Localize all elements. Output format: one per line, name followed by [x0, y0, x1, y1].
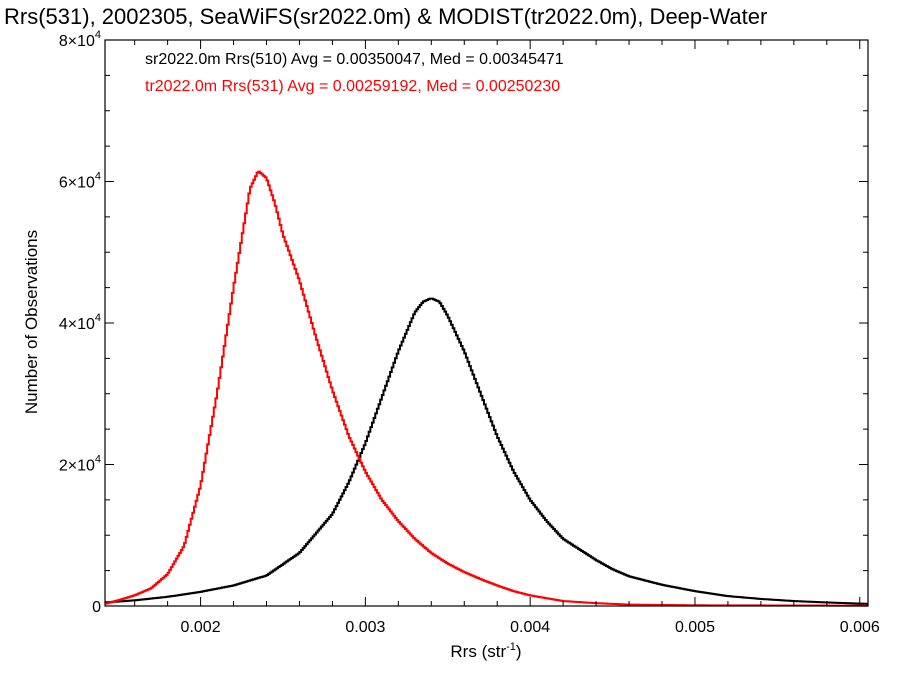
legend-entry-black: sr2022.0m Rrs(510) Avg = 0.00350047, Med…	[145, 51, 564, 68]
x-axis: 0.002 0.003 0.004 0.005 0.006	[134, 40, 880, 636]
x-axis-label-superscript: -1	[506, 641, 516, 653]
x-tick-label: 0.006	[840, 619, 880, 636]
y-tick-label: 8×104	[59, 29, 101, 50]
legend-entry-red: tr2022.0m Rrs(531) Avg = 0.00259192, Med…	[145, 78, 560, 95]
x-tick-label: 0.004	[510, 619, 550, 636]
y-tick-label-base: 2×10	[59, 458, 95, 475]
plot-area	[105, 170, 868, 607]
y-tick-label-base: 4×10	[59, 316, 95, 333]
y-tick-label-exponent: 4	[95, 454, 101, 466]
chart-title: Rrs(531), 2002305, SeaWiFS(sr2022.0m) & …	[4, 4, 767, 29]
x-tick-label: 0.002	[181, 619, 221, 636]
y-tick-label: 4×104	[59, 312, 101, 333]
y-tick-label-base: 0	[92, 599, 101, 616]
series-line-black	[105, 297, 868, 605]
y-tick-label-base: 6×10	[59, 175, 95, 192]
x-axis-label-close: )	[516, 642, 522, 661]
series-line-red	[105, 170, 868, 607]
y-tick-label-exponent: 4	[95, 312, 101, 324]
y-tick-label: 6×104	[59, 171, 101, 192]
y-tick-label-base: 8×10	[59, 33, 95, 50]
x-tick-label: 0.005	[675, 619, 715, 636]
y-tick-label-exponent: 4	[95, 29, 101, 41]
x-tick-label: 0.003	[345, 619, 385, 636]
x-axis-label: Rrs (str-1)	[450, 641, 521, 661]
y-tick-label: 0	[92, 599, 101, 616]
y-tick-label: 2×104	[59, 454, 101, 475]
y-tick-label-exponent: 4	[95, 171, 101, 183]
x-axis-label-text: Rrs (str	[450, 642, 506, 661]
y-axis-label: Number of Observations	[22, 230, 41, 414]
